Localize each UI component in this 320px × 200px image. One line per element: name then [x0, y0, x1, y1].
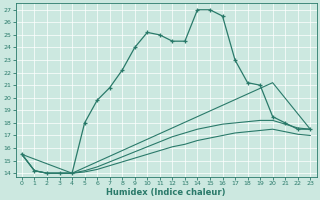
X-axis label: Humidex (Indice chaleur): Humidex (Indice chaleur)	[106, 188, 226, 197]
